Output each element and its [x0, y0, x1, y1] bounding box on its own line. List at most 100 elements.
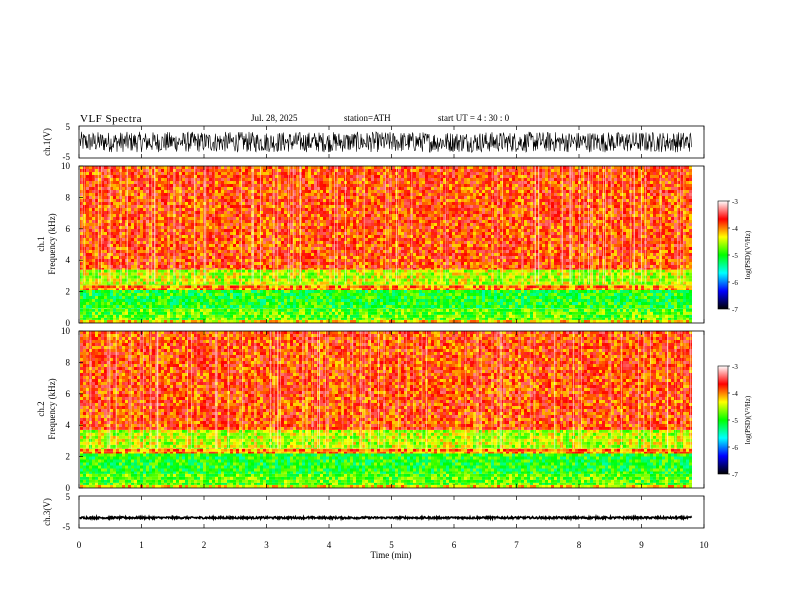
spectrogram-cell	[659, 290, 662, 293]
spectrogram-cell	[566, 317, 569, 320]
spectrogram-cell	[359, 317, 362, 320]
spectrogram-cell	[401, 302, 404, 305]
spectrogram-cell	[377, 308, 380, 312]
spectrogram-cell	[650, 293, 653, 296]
spectrogram-cell	[524, 296, 527, 299]
spectrogram-cell	[506, 288, 509, 290]
spectrogram-cell	[266, 285, 269, 289]
spectrogram-cell	[527, 172, 530, 175]
spectrogram-cell	[503, 299, 506, 302]
spectrogram-cell	[467, 299, 470, 302]
spectrogram-cell	[683, 169, 686, 172]
spectrogram-cell	[677, 311, 680, 315]
spectrogram-cell	[593, 299, 596, 302]
spectrogram-cell	[506, 169, 509, 172]
spectrogram-cell	[446, 311, 449, 315]
spectrogram-cell	[677, 272, 680, 276]
spectrogram-cell	[506, 296, 509, 299]
spectrogram-cell	[548, 314, 551, 318]
spectrogram-cell	[686, 278, 689, 282]
spectrogram-cell	[413, 284, 416, 286]
spectrogram-cell	[194, 308, 197, 312]
spectrogram-cell	[635, 288, 638, 290]
spectrogram-cell	[686, 272, 689, 276]
spectrogram-cell	[572, 166, 575, 169]
spectrogram-cell	[602, 288, 605, 290]
spectrogram-cell	[227, 278, 230, 282]
spectrogram-cell	[476, 275, 479, 279]
spectrogram-cell	[437, 275, 440, 279]
spectrogram-cell	[419, 311, 422, 315]
spectrogram-cell	[509, 269, 512, 273]
spectrogram-cell	[623, 314, 626, 318]
spectrogram-cell	[452, 308, 455, 312]
spectrogram-cell	[275, 308, 278, 309]
spectrogram-cell	[671, 317, 674, 320]
spectrogram-cell	[200, 278, 203, 282]
spectrogram-cell	[110, 278, 113, 282]
spectrogram-cell	[380, 166, 383, 169]
spectrogram-cell	[230, 299, 233, 302]
spectrogram-cell	[377, 166, 380, 169]
spectrogram-cell	[551, 308, 554, 312]
spectrogram-cell	[479, 293, 482, 296]
spectrogram-cell	[95, 293, 98, 296]
spectrogram-cell	[230, 308, 233, 309]
spectrogram-cell	[422, 293, 425, 296]
spectrogram-cell	[152, 296, 155, 299]
spectrogram-cell	[260, 311, 263, 315]
spectrogram-cell	[602, 305, 605, 308]
spectrogram-cell	[377, 278, 380, 282]
spectrogram-cell	[452, 308, 455, 309]
spectrogram-cell	[125, 275, 128, 279]
spectrogram-cell	[509, 319, 512, 323]
spectrogram-cell	[113, 319, 116, 323]
spectrogram-cell	[206, 302, 209, 305]
spectrogram-cell	[479, 314, 482, 318]
spectrogram-cell	[194, 302, 197, 305]
spectrogram-cell	[680, 288, 683, 290]
spectrogram-cell	[212, 288, 215, 290]
spectrogram-cell	[287, 302, 290, 305]
spectrogram-cell	[314, 319, 317, 323]
spectrogram-cell	[335, 166, 338, 169]
spectrogram-cell	[482, 293, 485, 296]
spectrogram-cell	[296, 302, 299, 305]
spectrogram-cell	[383, 269, 386, 273]
spectrogram-cell	[398, 285, 401, 289]
spectrogram-cell	[134, 290, 137, 293]
spectrogram-cell	[563, 308, 566, 312]
spectrogram-cell	[281, 305, 284, 308]
spectrogram-cell	[221, 275, 224, 279]
spectrogram-cell	[380, 299, 383, 302]
spectrogram-cell	[641, 317, 644, 320]
spectrogram-cell	[443, 285, 446, 289]
spectrogram-cell	[551, 284, 554, 286]
spectrogram-cell	[611, 302, 614, 305]
spectrogram-cell	[467, 172, 470, 175]
spectrogram-cell	[140, 290, 143, 293]
spectrogram-cell	[362, 284, 365, 286]
spectrogram-cell	[98, 299, 101, 302]
spectrogram-cell	[296, 314, 299, 318]
spectrogram-cell	[296, 290, 299, 293]
spectrogram-cell	[671, 172, 674, 175]
spectrogram-cell	[614, 293, 617, 296]
spectrogram-cell	[389, 314, 392, 318]
spectrogram-cell	[518, 278, 521, 282]
spectrogram-cell	[170, 166, 173, 169]
spectrogram-cell	[611, 269, 614, 273]
spectrogram-cell	[542, 169, 545, 172]
spectrogram-cell	[323, 175, 326, 178]
spectrogram-cell	[467, 290, 470, 293]
spectrogram-cell	[128, 288, 131, 290]
spectrogram-cell	[182, 317, 185, 320]
spectrogram-cell	[572, 311, 575, 315]
spectrogram-cell	[434, 284, 437, 286]
spectrogram-cell	[170, 290, 173, 293]
spectrogram-cell	[443, 305, 446, 308]
spectrogram-cell	[374, 281, 377, 285]
spectrogram-cell	[533, 308, 536, 312]
spectrogram-cell	[455, 275, 458, 279]
spectrogram-cell	[359, 305, 362, 308]
